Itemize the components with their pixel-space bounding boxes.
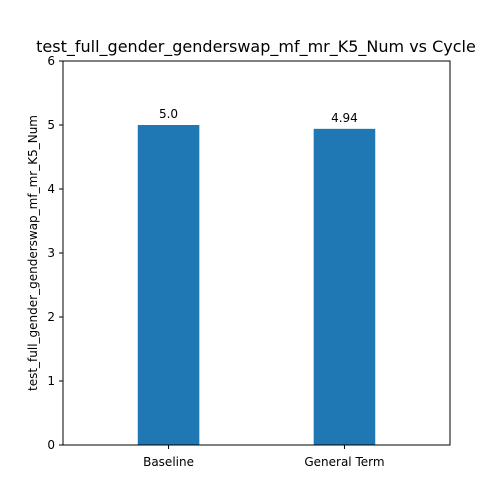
bar-baseline <box>137 125 200 445</box>
data-label-general-term: 4.94 <box>331 111 358 125</box>
y-tick-label: 2 <box>47 310 55 324</box>
y-tick-label: 1 <box>47 374 55 388</box>
bars-group <box>137 125 376 445</box>
y-tick-label: 0 <box>47 438 55 452</box>
y-tick-label: 4 <box>47 182 55 196</box>
chart-title: test_full_gender_genderswap_mf_mr_K5_Num… <box>36 37 476 57</box>
x-tick-label: Baseline <box>143 455 194 469</box>
x-tick-label: General Term <box>304 455 384 469</box>
y-axis-ticks: 0 1 2 3 4 5 6 <box>47 54 63 452</box>
y-axis-label: test_full_gender_genderswap_mf_mr_K5_Num <box>26 115 40 391</box>
y-tick-label: 6 <box>47 54 55 68</box>
y-tick-label: 5 <box>47 118 55 132</box>
bar-general-term <box>313 128 376 445</box>
plot-area: 5.0 4.94 0 1 2 3 4 5 6 Baseline General Term <box>47 54 451 469</box>
y-tick-label: 3 <box>47 246 55 260</box>
data-labels-group: 5.0 4.94 <box>159 107 358 125</box>
axes-frame <box>62 60 451 446</box>
x-axis-ticks: Baseline General Term <box>143 445 385 469</box>
data-label-baseline: 5.0 <box>159 107 178 121</box>
